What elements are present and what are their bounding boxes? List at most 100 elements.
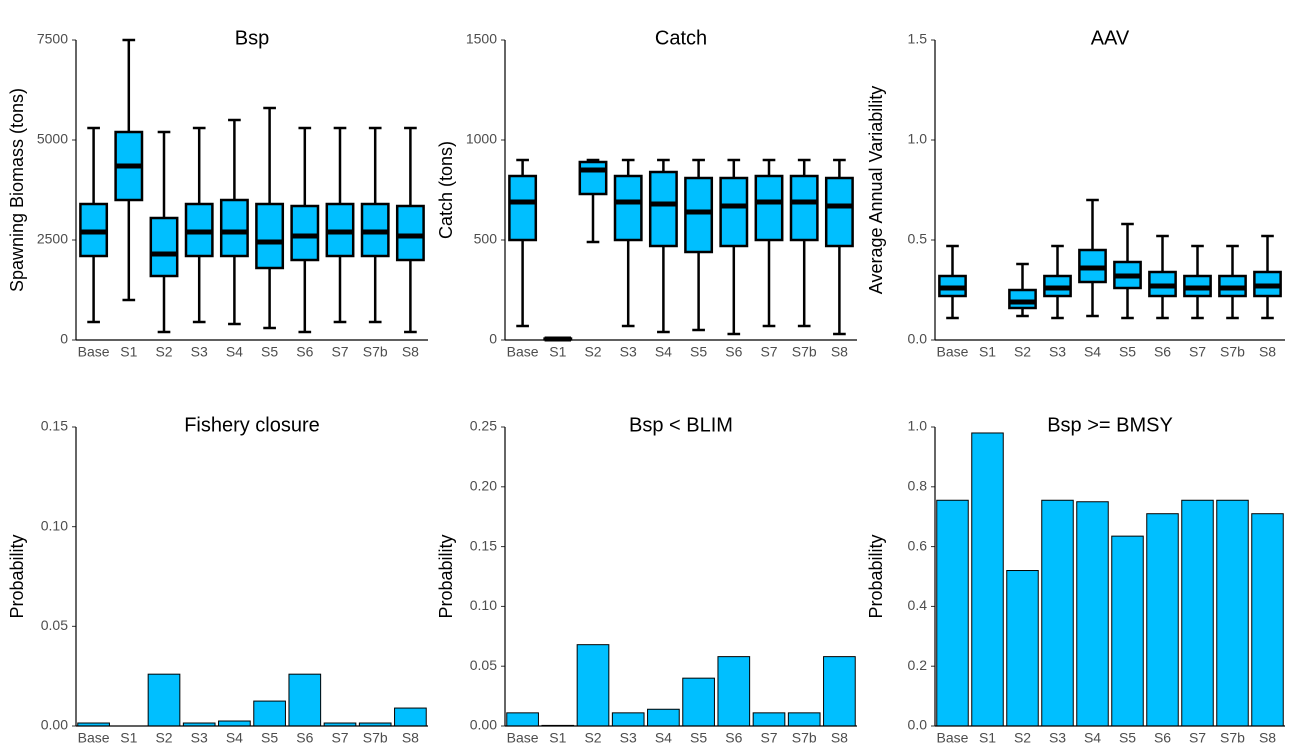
panel-title: Bsp >= BMSY: [1047, 414, 1173, 436]
y-tick-label: 0.10: [470, 597, 497, 613]
x-tick-label: S6: [1154, 730, 1171, 746]
bar: [647, 708, 680, 727]
box: [255, 202, 285, 270]
box: [290, 204, 320, 262]
x-tick-label: S7b: [363, 730, 388, 746]
y-tick-label: 0.10: [41, 517, 68, 533]
x-tick-label: Base: [937, 730, 969, 746]
x-tick-label: S8: [831, 730, 848, 746]
y-tick-label: 0.25: [470, 418, 497, 434]
x-tick-label: S2: [155, 344, 172, 360]
x-tick-label: S2: [155, 730, 172, 746]
bar: [787, 712, 821, 727]
x-tick-label: S7b: [1220, 344, 1245, 360]
x-tick-label: S1: [549, 730, 566, 746]
x-tick-label: S7: [760, 344, 777, 360]
panel-title: Catch: [655, 27, 707, 49]
bar: [1111, 535, 1144, 727]
y-tick-label: 0: [489, 331, 497, 347]
bar: [1076, 501, 1109, 727]
x-tick-label: S2: [1014, 344, 1031, 360]
bar: [936, 499, 969, 727]
x-tick-label: S5: [261, 344, 278, 360]
x-tick-label: S2: [584, 730, 601, 746]
x-tick-label: S5: [1119, 344, 1136, 360]
bar: [1251, 513, 1284, 727]
x-tick-label: S4: [226, 730, 243, 746]
panel-title: Bsp < BLIM: [629, 414, 733, 436]
y-tick-label: 0.2: [908, 657, 928, 673]
x-tick-label: S6: [296, 730, 313, 746]
panel-title: Bsp: [235, 27, 269, 49]
x-tick-label: S1: [120, 730, 137, 746]
x-tick-label: S8: [1259, 344, 1276, 360]
x-tick-label: S6: [725, 344, 742, 360]
x-tick-label: S3: [620, 344, 637, 360]
box: [149, 216, 179, 278]
bar: [1006, 570, 1039, 727]
box: [824, 176, 854, 248]
bar: [288, 673, 322, 727]
bar: [576, 644, 610, 727]
bar: [971, 432, 1004, 727]
y-tick-label: 0.0: [908, 717, 928, 733]
y-tick-label: 500: [474, 231, 498, 247]
y-axis-label: Probability: [866, 534, 886, 618]
x-tick-label: S5: [1119, 730, 1136, 746]
bar: [394, 707, 427, 727]
x-tick-label: Base: [78, 730, 110, 746]
x-tick-label: S6: [296, 344, 313, 360]
y-tick-label: 0.15: [41, 418, 68, 434]
box: [578, 160, 608, 196]
y-tick-label: 5000: [37, 131, 68, 147]
y-axis-label: Average Annual Variability: [866, 86, 886, 294]
bar: [823, 656, 856, 727]
box: [219, 198, 249, 258]
y-axis-label: Spawning Biomass (tons): [7, 88, 27, 292]
x-tick-label: S8: [831, 344, 848, 360]
bar: [611, 712, 645, 727]
y-axis-label: Catch (tons): [436, 141, 456, 239]
bar: [253, 700, 286, 727]
box: [719, 176, 749, 248]
bar: [1216, 499, 1249, 727]
bar: [506, 712, 539, 727]
y-tick-label: 7500: [37, 31, 68, 47]
box: [508, 174, 538, 242]
box: [789, 174, 819, 242]
x-tick-label: Base: [507, 344, 539, 360]
x-tick-label: S7: [331, 730, 348, 746]
box: [613, 174, 643, 242]
panel-title: AAV: [1091, 27, 1130, 49]
bar: [752, 712, 786, 727]
x-tick-label: S3: [1049, 730, 1066, 746]
x-tick-label: S7b: [792, 344, 817, 360]
x-tick-label: S3: [620, 730, 637, 746]
x-tick-label: S7: [1189, 344, 1206, 360]
x-tick-label: S1: [549, 344, 566, 360]
x-tick-label: S1: [120, 344, 137, 360]
y-tick-label: 0.05: [470, 657, 497, 673]
x-tick-label: S7b: [792, 730, 817, 746]
y-tick-label: 0: [60, 331, 68, 347]
y-tick-label: 0.4: [908, 597, 928, 613]
y-tick-label: 1000: [466, 131, 497, 147]
x-tick-label: S8: [402, 730, 419, 746]
y-tick-label: 0.6: [908, 537, 928, 553]
x-tick-label: S8: [402, 344, 419, 360]
x-tick-label: S6: [1154, 344, 1171, 360]
bar: [1146, 513, 1179, 727]
x-tick-label: S1: [979, 344, 996, 360]
bar: [717, 656, 751, 727]
x-tick-label: S5: [690, 344, 707, 360]
y-tick-label: 0.05: [41, 617, 68, 633]
box: [684, 176, 714, 254]
y-tick-label: 0.8: [908, 478, 928, 494]
y-tick-label: 0.20: [470, 478, 497, 494]
x-tick-label: S4: [226, 344, 243, 360]
x-tick-label: Base: [507, 730, 539, 746]
bar: [1181, 499, 1214, 727]
x-tick-label: S6: [725, 730, 742, 746]
x-tick-label: S7: [331, 344, 348, 360]
x-tick-label: S5: [690, 730, 707, 746]
